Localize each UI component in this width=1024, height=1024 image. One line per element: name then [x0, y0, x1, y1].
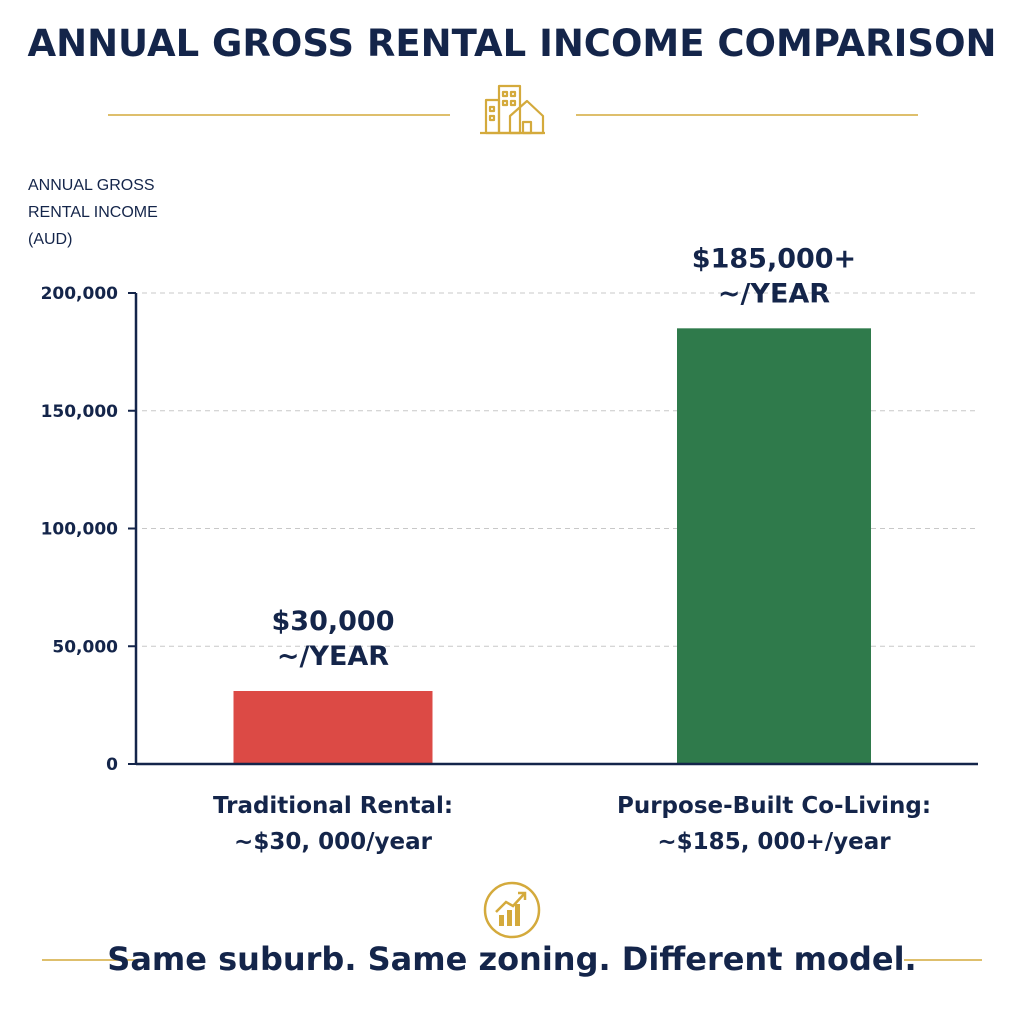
- tagline: Same suburb. Same zoning. Different mode…: [107, 940, 917, 978]
- y-tick-label: 100,000: [41, 520, 119, 540]
- bar-chart: 0 50,000 100,000 150,000 200,000 $30,000 ~/YEA…: [41, 243, 978, 855]
- y-tick-label: 200,000: [41, 284, 119, 304]
- bars: [233, 328, 871, 764]
- axes: [128, 292, 978, 766]
- y-tick-label: 0: [106, 755, 118, 775]
- bar-value-label-line: $185,000+: [692, 243, 856, 274]
- y-tick-label: 50,000: [52, 637, 118, 657]
- header-decoration-graphic: [108, 84, 918, 135]
- category-label: Traditional Rental: ~$30, 000/year: [213, 793, 453, 855]
- category-label: Purpose-Built Co-Living: ~$185, 000+/year: [617, 793, 931, 855]
- category-label-line: ~$30, 000/year: [234, 829, 433, 855]
- bar-value-label-line: ~/YEAR: [277, 641, 389, 672]
- bar-value-label-line: ~/YEAR: [718, 278, 830, 309]
- chart-title: ANNUAL GROSS RENTAL INCOME COMPARISON: [27, 22, 997, 65]
- labels: 0 50,000 100,000 150,000 200,000 $30,000 ~/YEA…: [41, 243, 931, 855]
- bar: [677, 328, 871, 764]
- category-label-line: Traditional Rental:: [213, 793, 453, 819]
- bar-value-label-line: $30,000: [272, 606, 395, 637]
- buildings-house-icon: [480, 84, 545, 135]
- y-tick-label: 150,000: [41, 402, 119, 422]
- category-label-line: ~$185, 000+/year: [657, 829, 891, 855]
- bar-value-label: $30,000 ~/YEAR: [272, 606, 395, 672]
- category-label-line: Purpose-Built Co-Living:: [617, 793, 931, 819]
- y-axis-label: ANNUAL GROSS RENTAL INCOME (AUD): [28, 177, 158, 248]
- bar: [233, 690, 433, 764]
- bar-value-label: $185,000+ ~/YEAR: [692, 243, 856, 309]
